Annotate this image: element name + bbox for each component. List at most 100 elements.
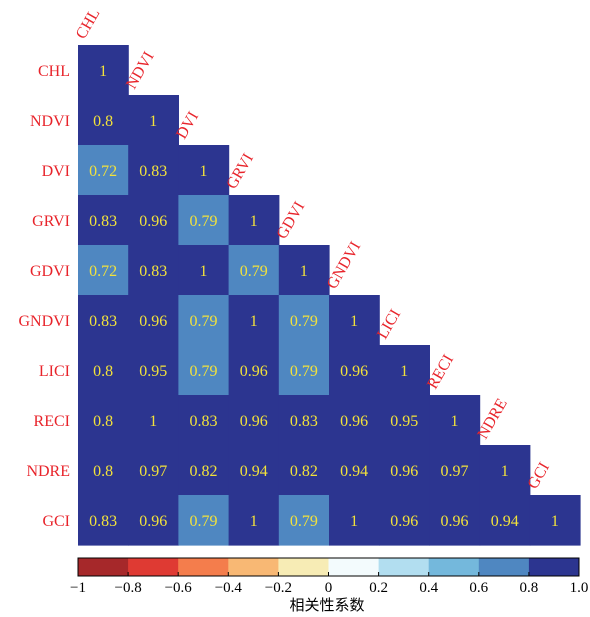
heatmap-value-ndre-grvi: 0.94 [240,463,268,480]
column-label-chl: CHL [73,6,104,42]
heatmap-value-ndre-lici: 0.96 [390,463,418,480]
heatmap-cell-reci-ndvi [128,395,179,446]
heatmap-values: 1 0.8 1 0.72 0.83 1 0.83 0.96 0.79 1 0.72 0.83 1 0.79… [89,63,559,530]
heatmap-value-reci-reci: 1 [451,413,459,430]
colorbar-ticks: −1 −0.8 −0.6 −0.4 −0.2 0 0.2 0.4 0.6 0.8 1.0 [70,572,588,596]
colorbar-title: 相关性系数 [289,597,364,614]
heatmap-value-reci-chl: 0.8 [93,413,113,430]
heatmap-cell-ndre-reci [429,445,481,496]
heatmap-cell-ndre-chl [78,445,129,496]
heatmap-value-lici-dvi: 0.79 [190,363,218,380]
heatmap-value-gci-grvi: 1 [250,513,258,530]
row-label-reci: RECI [34,413,70,430]
colorbar-segment [78,558,129,576]
colorbar-segment [528,558,580,576]
heatmap-cell-ndre-ndre [479,445,531,496]
colorbar [77,557,580,577]
colorbar-segment [278,558,329,576]
heatmap-value-reci-gdvi: 0.83 [290,413,318,430]
column-label-gndvi: GNDVI [324,239,364,292]
row-label-grvi: GRVI [32,213,70,230]
heatmap-value-gndvi-gdvi: 0.79 [290,313,318,330]
heatmap-cell-reci-gndvi [329,395,380,446]
heatmap-value-grvi-dvi: 0.79 [190,213,218,230]
heatmap-cell-lici-chl [78,345,129,396]
heatmap-cell-reci-grvi [228,395,280,446]
heatmap-value-ndre-reci: 0.97 [441,463,469,480]
heatmap-value-ndvi-ndvi: 1 [149,113,157,130]
heatmap-cell-gci-ndvi [128,495,179,546]
colorbar-tick-label: 0.8 [520,580,539,596]
row-label-gndvi: GNDVI [18,313,70,330]
heatmap-value-lici-grvi: 0.96 [240,363,268,380]
colorbar-tick-label: 0.2 [369,580,388,596]
heatmap-value-dvi-dvi: 1 [200,163,208,180]
heatmap-value-gndvi-grvi: 1 [250,313,258,330]
heatmap-value-chl-chl: 1 [99,63,107,80]
heatmap-value-gci-chl: 0.83 [89,513,117,530]
heatmap-value-grvi-ndvi: 0.96 [139,213,167,230]
colorbar-segment [228,558,279,576]
colorbar-segment [478,558,530,576]
heatmap-cell-gndvi-gdvi [278,295,330,346]
row-label-dvi: DVI [42,163,70,180]
colorbar-tick-label: −1 [70,580,86,596]
colorbar-segment [428,558,480,576]
heatmap-value-ndre-gndvi: 0.94 [340,463,368,480]
heatmap-cell-lici-lici [379,345,430,396]
heatmap-cell-ndre-lici [379,445,430,496]
heatmap-value-gci-reci: 0.96 [441,513,469,530]
heatmap-value-reci-gndvi: 0.96 [340,413,368,430]
heatmap-value-lici-chl: 0.8 [93,363,113,380]
row-label-ndvi: NDVI [30,113,70,130]
heatmap-cell-gci-chl [78,495,129,546]
colorbar-tick-label: 0.6 [469,580,488,596]
heatmap-cell-lici-dvi [178,345,230,396]
heatmap-cell-gci-lici [379,495,430,546]
heatmap-cell-dvi-chl [78,145,129,196]
heatmap-value-gci-gci: 1 [551,513,559,530]
heatmap-cell-gdvi-grvi [228,245,280,296]
heatmap-cell-grvi-chl [78,195,129,246]
heatmap-value-lici-lici: 1 [400,363,408,380]
heatmap-cell-gci-gdvi [278,495,330,546]
heatmap-cell-ndre-ndvi [128,445,179,496]
heatmap-value-gci-dvi: 0.79 [190,513,218,530]
heatmap-cell-gci-gndvi [329,495,380,546]
colorbar-tick-label: −0.6 [165,580,193,596]
heatmap-cell-gndvi-dvi [178,295,230,346]
colorbar-tick-label: −0.8 [114,580,141,596]
colorbar-segment [378,558,430,576]
row-label-gci: GCI [42,513,70,530]
heatmap-value-reci-grvi: 0.96 [240,413,268,430]
heatmap-cell-dvi-dvi [178,145,230,196]
heatmap-value-gndvi-dvi: 0.79 [190,313,218,330]
heatmap-cell-gci-grvi [228,495,280,546]
heatmap-value-gdvi-chl: 0.72 [89,263,117,280]
heatmap-value-ndre-chl: 0.8 [93,463,113,480]
heatmap-value-gndvi-chl: 0.83 [89,313,117,330]
heatmap-cell-reci-reci [429,395,481,446]
heatmap-value-ndvi-chl: 0.8 [93,113,113,130]
heatmap-cell-gndvi-ndvi [128,295,179,346]
heatmap-value-gci-ndvi: 0.96 [139,513,167,530]
heatmap-value-ndre-dvi: 0.82 [190,463,218,480]
heatmap-value-gndvi-gndvi: 1 [350,313,358,330]
heatmap-value-gdvi-ndvi: 0.83 [139,263,167,280]
heatmap-cell-ndre-grvi [228,445,280,496]
heatmap-value-gci-lici: 0.96 [390,513,418,530]
colorbar-tick-label: −0.2 [265,580,292,596]
heatmap-cell-lici-grvi [228,345,280,396]
heatmap-value-ndre-ndvi: 0.97 [139,463,167,480]
colorbar-segment [328,558,380,576]
heatmap-cell-gndvi-chl [78,295,129,346]
heatmap-cell-gdvi-dvi [178,245,230,296]
heatmap-cell-reci-chl [78,395,129,446]
row-label-chl: CHL [38,63,70,80]
colorbar-tick-label: −0.4 [215,580,243,596]
row-label-lici: LICI [39,363,70,380]
heatmap-cell-dvi-ndvi [128,145,179,196]
heatmap-value-gci-gndvi: 1 [350,513,358,530]
heatmap-cell-grvi-ndvi [128,195,179,246]
heatmap-value-reci-dvi: 0.83 [190,413,218,430]
